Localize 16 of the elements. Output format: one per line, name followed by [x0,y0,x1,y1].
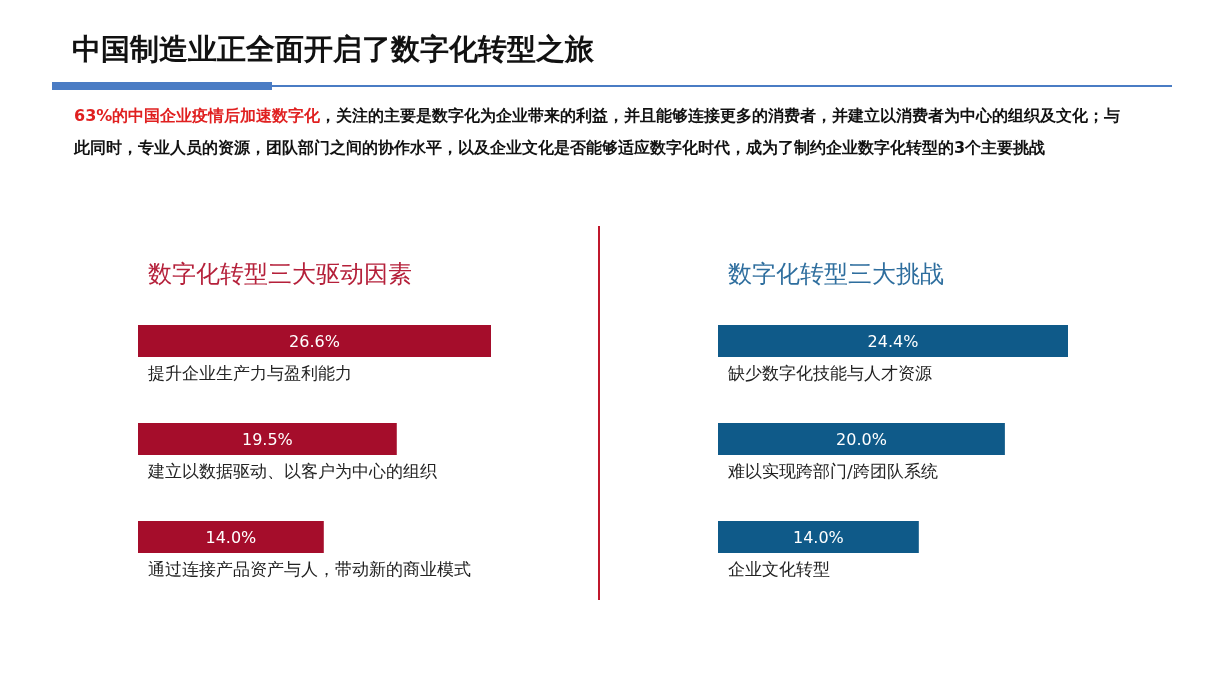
text: 63%的中国企业疫情后加速数字化 [74,106,321,125]
data-label: 26.6% [289,332,340,351]
y-tick-label: 难以实现跨部门/跨团队系统 [727,461,938,481]
chart-title: 数字化转型三大驱动因素 [148,259,413,290]
data-label: 14.0% [793,528,844,547]
y-tick-label: 通过连接产品资产与人，带动新的商业模式 [148,559,471,579]
y-tick-label: 企业文化转型 [728,559,830,579]
data-label: 19.5% [241,430,293,449]
text: 中国制造业正全面开启了数字化转型之旅 [72,31,594,68]
y-tick-label: 建立以数据驱动、以客户为中心的组织 [147,461,437,481]
y-tick-label: 提升企业生产力与盈利能力 [148,363,352,383]
data-label: 24.4% [867,332,919,351]
chart-title: 数字化转型三大挑战 [728,259,945,290]
data-label: 14.0% [205,528,257,547]
data-label: 20.0% [836,430,887,449]
y-tick-label: 缺少数字化技能与人才资源 [728,363,932,383]
